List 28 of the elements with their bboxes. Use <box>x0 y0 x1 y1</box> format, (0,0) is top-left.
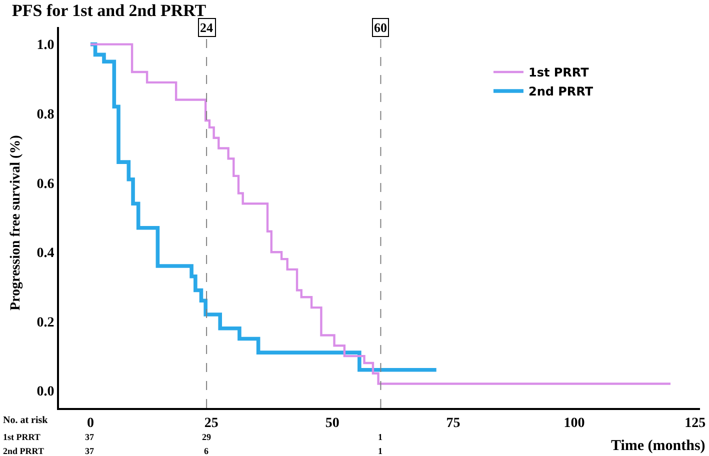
y-tick-label: 0.8 <box>36 107 54 122</box>
y-tick-label: 0.0 <box>36 384 54 400</box>
x-tick-label: 0 <box>86 416 94 431</box>
text: 37 <box>85 432 94 442</box>
y-tick-label: 0.4 <box>36 246 54 262</box>
text: 1st PRRT <box>3 432 40 442</box>
x-tick-label: 50 <box>325 416 340 431</box>
text: No. at risk <box>3 415 48 426</box>
legend-label: 2nd PRRT <box>528 84 594 99</box>
x-tick-label: 75 <box>446 416 460 431</box>
text: 1 <box>378 432 382 442</box>
y-tick-label: 1.0 <box>36 38 54 54</box>
y-axis-title: Progression free survival (%) <box>8 134 24 310</box>
y-tick-label: 0.2 <box>36 315 54 330</box>
ref-line-label: 24 <box>200 20 214 35</box>
text: 1 <box>378 446 382 456</box>
ref-line-label: 60 <box>374 20 387 35</box>
legend-label: 1st PRRT <box>528 66 590 80</box>
text: 2nd PRRT <box>3 446 44 456</box>
x-tick-label: 125 <box>684 416 706 431</box>
text: 37 <box>85 446 94 456</box>
chart-title: PFS for 1st and 2nd PRRT <box>12 0 207 20</box>
x-axis-title: Time (months) <box>611 438 706 454</box>
x-tick-label: 25 <box>204 416 218 431</box>
y-tick-label: 0.6 <box>36 176 54 192</box>
text: 6 <box>204 446 208 456</box>
text: 29 <box>202 432 211 442</box>
x-tick-label: 100 <box>564 416 585 431</box>
